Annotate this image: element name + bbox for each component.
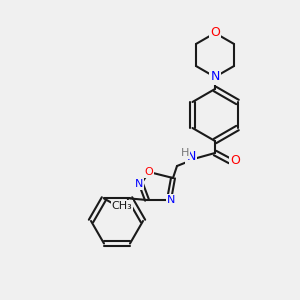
Text: CH₃: CH₃ xyxy=(112,202,132,212)
Text: O: O xyxy=(145,167,153,177)
Text: N: N xyxy=(210,70,220,83)
Text: O: O xyxy=(230,154,240,167)
Text: N: N xyxy=(186,149,196,163)
Text: H: H xyxy=(181,148,189,158)
Text: N: N xyxy=(135,179,143,189)
Text: N: N xyxy=(167,195,175,205)
Text: O: O xyxy=(210,26,220,40)
